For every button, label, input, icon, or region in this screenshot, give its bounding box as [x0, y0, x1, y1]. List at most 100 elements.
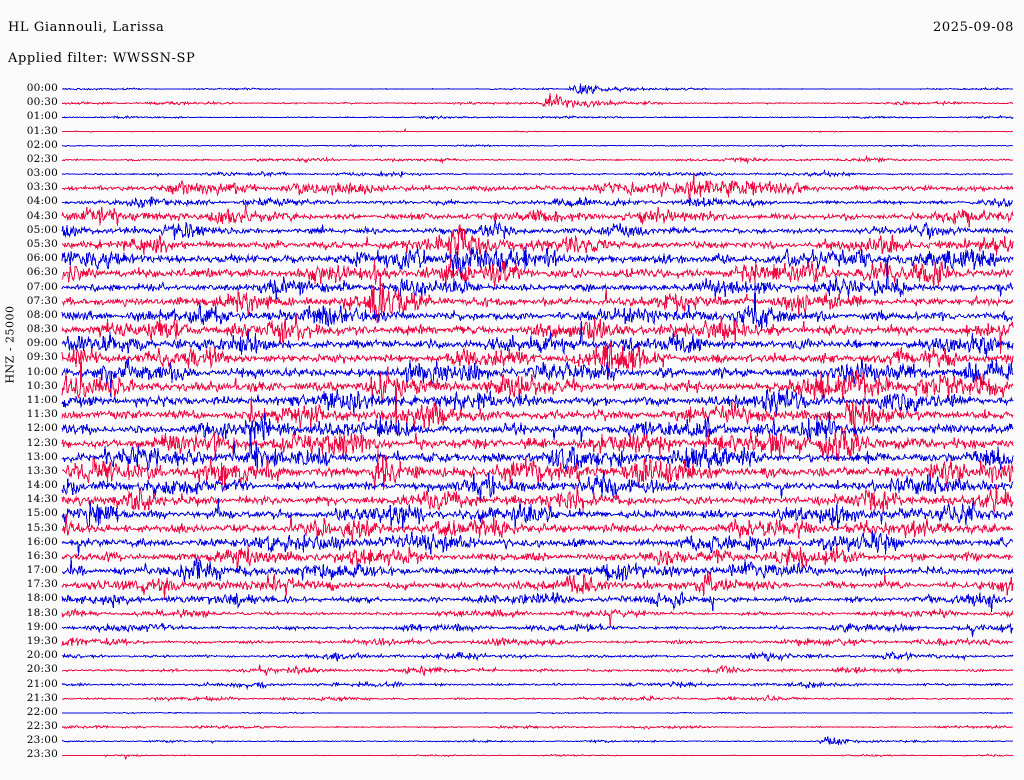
time-tick-label: 05:00	[26, 223, 58, 236]
time-tick-label: 08:30	[26, 323, 58, 336]
seismogram-trace	[61, 570, 1014, 599]
time-tick-label: 00:30	[26, 96, 58, 109]
time-tick-label: 21:30	[26, 691, 58, 704]
seismogram-trace	[61, 349, 1014, 434]
seismogram-trace	[61, 530, 1014, 556]
seismogram-trace	[61, 341, 1014, 377]
time-tick-label: 04:30	[26, 209, 58, 222]
seismogram-trace	[61, 449, 1014, 491]
record-date: 2025-09-08	[933, 20, 1014, 35]
time-tick-label: 02:30	[26, 152, 58, 165]
time-tick-label: 18:00	[26, 592, 58, 605]
time-tick-label: 17:00	[26, 564, 58, 577]
time-tick-label: 20:00	[26, 649, 58, 662]
time-tick-label: 20:30	[26, 663, 58, 676]
seismogram-trace	[61, 83, 1013, 96]
page-title: HL Giannouli, Larissa	[8, 20, 165, 35]
seismogram-trace	[61, 484, 1014, 513]
time-tick-label: 01:00	[26, 110, 58, 123]
seismogram-trace	[61, 591, 1014, 613]
seismogram-trace	[61, 312, 1014, 355]
time-tick-label: 04:00	[26, 195, 58, 208]
seismogram-trace	[61, 753, 1014, 760]
seismogram-trace	[61, 169, 1014, 179]
time-tick-label: 12:30	[26, 436, 58, 449]
time-tick-label: 18:30	[26, 606, 58, 619]
time-tick-label: 10:30	[26, 379, 58, 392]
time-tick-label: 14:30	[26, 493, 58, 506]
seismogram-trace	[61, 471, 1014, 503]
seismogram-trace	[61, 545, 1014, 571]
time-tick-label: 12:00	[26, 422, 58, 435]
seismogram-trace	[61, 196, 1014, 209]
seismogram-trace	[61, 622, 1014, 638]
seismogram-trace	[61, 114, 1014, 120]
seismogram-trace	[61, 427, 1014, 473]
seismogram-trace	[61, 680, 1014, 690]
time-tick-label: 17:30	[26, 578, 58, 591]
time-tick-label: 07:00	[26, 280, 58, 293]
time-tick-label: 13:00	[26, 450, 58, 463]
time-tick-label: 19:30	[26, 635, 58, 648]
seismogram-trace	[61, 259, 1014, 288]
seismogram-trace	[61, 220, 1014, 241]
seismogram-trace	[61, 558, 1014, 582]
seismogram-trace	[61, 426, 1014, 463]
seismogram-trace	[61, 143, 1014, 148]
applied-filter-label: Applied filter: WWSSN-SP	[8, 51, 196, 66]
time-tick-label: 22:00	[26, 705, 58, 718]
time-tick-label: 09:30	[26, 351, 58, 364]
time-tick-label: 08:00	[26, 308, 58, 321]
time-tick-label: 02:00	[26, 138, 58, 151]
time-tick-label: 23:30	[26, 748, 58, 761]
seismogram-trace	[61, 203, 1014, 228]
seismogram-trace	[61, 93, 1013, 109]
time-tick-label: 23:00	[26, 734, 58, 747]
seismogram-trace	[61, 282, 1014, 332]
time-tick-label: 13:30	[26, 464, 58, 477]
time-tick-label: 22:30	[26, 720, 58, 733]
seismogram-trace	[61, 223, 1014, 269]
time-tick-label: 05:30	[26, 237, 58, 250]
time-tick-label: 16:30	[26, 549, 58, 562]
seismogram-trace	[61, 736, 1014, 746]
seismogram-trace	[61, 694, 1014, 703]
time-tick-label: 15:30	[26, 521, 58, 534]
seismogram-trace	[61, 497, 1014, 530]
time-tick-label: 06:00	[26, 252, 58, 265]
seismogram-trace	[61, 513, 1014, 542]
seismogram-trace	[61, 321, 1014, 358]
seismogram-trace	[61, 127, 1014, 133]
time-tick-label: 16:00	[26, 535, 58, 548]
seismogram-trace	[61, 636, 1014, 647]
seismogram-trace	[61, 607, 1014, 626]
time-tick-label: 11:00	[26, 393, 58, 406]
time-tick-label: 07:30	[26, 294, 58, 307]
seismogram-trace	[61, 258, 1014, 300]
time-tick-label: 06:30	[26, 266, 58, 279]
time-tick-label: 00:00	[26, 82, 58, 94]
time-tick-label: 01:30	[26, 124, 58, 137]
seismogram-trace	[61, 411, 1014, 443]
seismogram-trace	[61, 173, 1014, 205]
seismogram-trace	[61, 154, 1013, 165]
time-tick-label: 21:00	[26, 677, 58, 690]
seismogram-trace	[61, 357, 1014, 398]
seismogram-trace	[61, 711, 1014, 715]
time-tick-label: 09:00	[26, 337, 58, 350]
seismogram-trace	[61, 273, 1014, 323]
seismogram-trace	[61, 388, 1014, 416]
time-tick-label: 11:30	[26, 408, 58, 421]
time-tick-label: 14:00	[26, 479, 58, 492]
seismogram-trace	[61, 724, 1013, 730]
time-tick-label: 03:00	[26, 167, 58, 180]
time-tick-label: 10:00	[26, 365, 58, 378]
seismogram-trace	[61, 650, 1014, 662]
time-tick-label: 19:00	[26, 620, 58, 633]
time-tick-label: 15:00	[26, 507, 58, 520]
seismogram-trace	[61, 664, 1014, 677]
time-tick-label: 03:30	[26, 181, 58, 194]
seismogram-trace	[61, 245, 1014, 280]
